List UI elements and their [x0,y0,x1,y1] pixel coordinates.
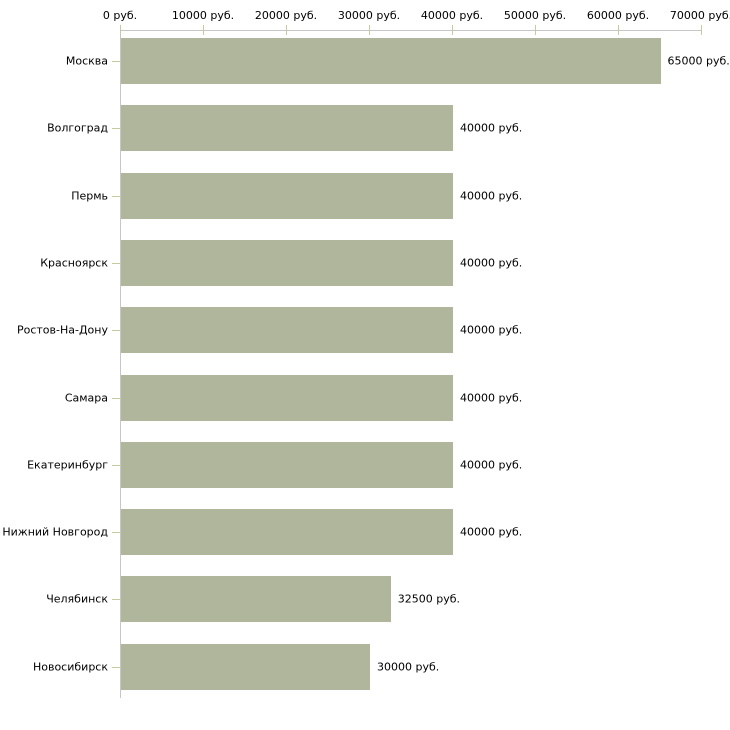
y-axis-line [120,30,121,698]
value-label: 32500 руб. [397,592,461,606]
x-axis-tick [618,25,619,35]
value-label: 30000 руб. [377,660,440,674]
value-label: 40000 руб. [460,189,523,203]
category-label: Екатеринбург [27,458,108,472]
x-axis-tick-label: 10000 руб. [171,9,235,22]
x-axis-tick-label: 50000 руб. [503,9,567,22]
category-tick [112,262,120,264]
x-axis-tick [369,25,370,35]
category-label: Волгоград [47,121,108,135]
x-axis-tick-label: 40000 руб. [420,9,484,22]
value-label: 40000 руб. [460,391,523,404]
bar [121,172,453,219]
x-axis-tick [286,25,287,35]
value-label: 40000 руб. [460,458,523,472]
value-label: 65000 руб. [667,54,730,68]
x-axis-tick [203,25,204,35]
category-label: Самара [64,391,108,404]
x-axis-tick [535,25,536,35]
category-label: Москва [65,54,108,68]
category-tick [112,61,120,62]
x-axis-tick [701,25,702,35]
category-tick [112,397,120,399]
x-axis-tick-label: 20000 руб. [254,9,318,22]
bar [121,643,370,690]
bar [121,105,453,152]
category-label: Ростов-На-Дону [16,323,108,337]
category-tick [112,128,120,130]
x-axis-tick [120,25,121,35]
bar [121,441,453,488]
bar [121,307,453,354]
x-axis-tick-label: 70000 руб. [669,9,730,22]
category-label: Красноярск [40,256,108,270]
bar [121,239,453,286]
category-tick [112,599,120,601]
bar [121,38,661,84]
category-tick [112,666,120,668]
x-axis-tick [452,25,453,35]
category-tick [112,464,120,466]
category-label: Новосибирск [32,660,108,674]
category-tick [112,532,120,534]
category-label: Челябинск [46,592,108,606]
bar [121,576,391,623]
x-axis-line [120,30,701,31]
category-label: Пермь [71,189,108,203]
x-axis-tick-label: 0 руб. [102,9,138,22]
bar [121,509,453,556]
x-axis-tick-label: 60000 руб. [586,9,650,22]
value-label: 40000 руб. [460,323,523,337]
bar [121,374,453,421]
category-tick [112,195,120,197]
value-label: 40000 руб. [460,525,523,539]
category-label: Нижний Новгород [2,525,108,539]
value-label: 40000 руб. [460,121,523,135]
value-label: 40000 руб. [460,256,523,270]
x-axis-tick-label: 30000 руб. [337,9,401,22]
category-tick [112,330,120,332]
